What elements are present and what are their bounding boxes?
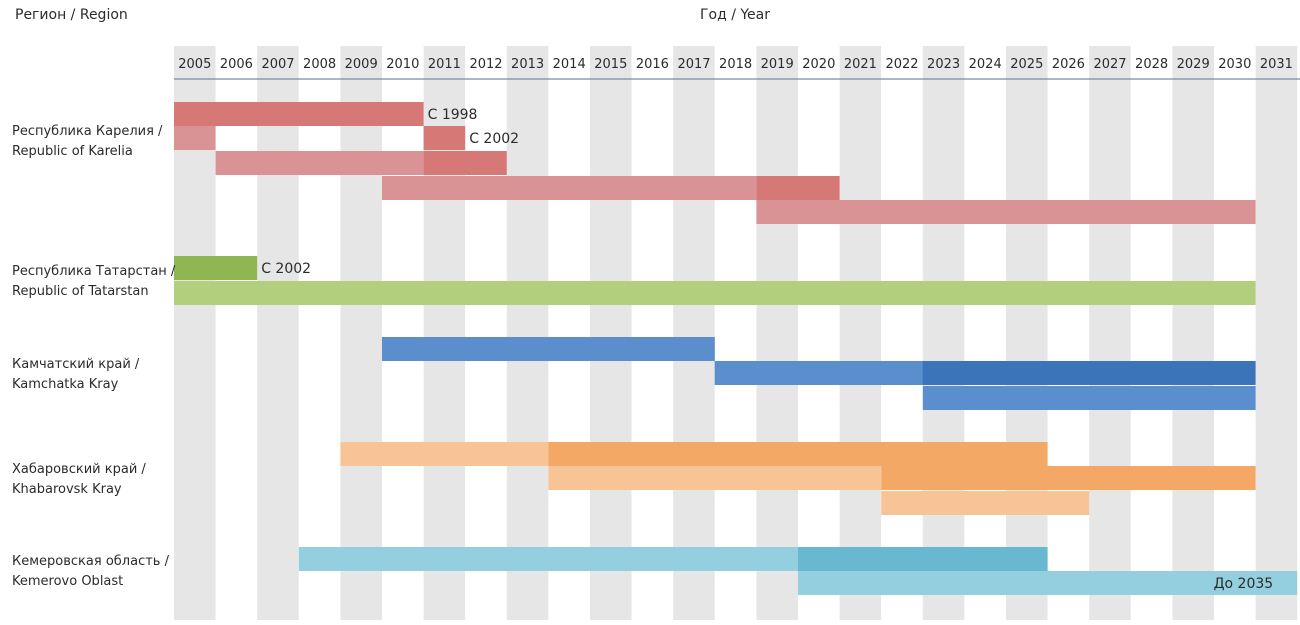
timeline-bar [174,102,424,126]
year-column-band [548,46,590,620]
year-tick-label: 2006 [220,57,253,72]
region-label-ru: Камчатский край / [12,357,140,372]
timeline-bar [881,491,1090,515]
year-tick-label: 2019 [761,57,794,72]
year-column-band [1172,46,1214,620]
region-label-en: Khabarovsk Kray [12,482,122,497]
timeline-bar [174,126,216,150]
year-tick-label: 2007 [261,57,294,72]
year-column-header: Год / Year [699,7,771,23]
timeline-bar [548,442,1048,466]
region-label-en: Republic of Tatarstan [12,284,149,299]
region-label-en: Kamchatka Kray [12,377,119,392]
region-label-ru: Кемеровская область / [12,554,169,569]
year-column-band [673,46,715,620]
timeline-bar [174,256,258,280]
year-column-band [298,46,341,620]
year-tick-label: 2016 [636,57,669,72]
year-tick-label: 2031 [1260,57,1293,72]
year-tick-label: 2023 [927,57,960,72]
year-tick-label: 2030 [1218,57,1251,72]
year-tick-label: 2021 [844,57,877,72]
year-column-band [590,46,632,620]
year-tick-label: 2024 [969,57,1002,72]
year-column-band [798,46,840,620]
year-column-band [631,46,674,620]
region-label-tatarstan: Республика Татарстан / Republic of Tatar… [12,262,176,302]
year-column-band [964,46,1006,620]
timeline-bar [714,361,923,385]
year-tick-label: 2026 [1052,57,1085,72]
region-label-ru: Республика Татарстан / [12,264,176,279]
year-column-band [215,46,258,620]
year-tick-label: 2012 [469,57,502,72]
year-column-band [465,46,507,620]
timeline-bar [423,126,466,150]
year-tick-label: 2011 [428,57,461,72]
timeline-bar [922,361,1256,385]
timeline-bar [382,337,715,361]
year-tick-label: 2022 [885,57,918,72]
year-column-band [881,46,923,620]
year-tick-label: 2027 [1093,57,1126,72]
year-tick-label: 2005 [178,57,211,72]
year-tick-label: 2008 [303,57,336,72]
year-column-band [1089,46,1131,620]
region-label-ru: Хабаровский край / [12,462,146,477]
year-tick-label: 2014 [553,57,586,72]
year-column-band [1006,46,1048,620]
timeline-bar [215,151,424,175]
timeline-bar [922,386,1256,410]
timeline-bar [798,547,1048,571]
year-tick-label: 2025 [1010,57,1043,72]
region-label-kamchatka: Камчатский край / Kamchatka Kray [12,355,172,395]
year-column-band [714,46,757,620]
year-column-band [257,46,299,620]
region-label-en: Kemerovo Oblast [12,574,124,589]
year-column-band [1214,46,1256,620]
region-label-karelia: Республика Карелия / Republic of Karelia [12,122,172,162]
timeline-bar [340,442,549,466]
year-tick-label: 2029 [1177,57,1210,72]
year-column-band [382,46,424,620]
year-tick-label: 2009 [345,57,378,72]
bar-annotation-label: С 2002 [469,131,519,147]
timeline-bar [174,281,1256,305]
year-tick-label: 2013 [511,57,544,72]
bar-annotation-label: С 1998 [428,107,478,123]
timeline-bar [423,151,507,175]
year-tick-label: 2020 [802,57,835,72]
region-column-header: Регион / Region [15,7,128,23]
year-tick-label: 2017 [677,57,710,72]
timeline-bar [382,176,757,200]
year-column-band [839,46,882,620]
region-label-kemerovo: Кемеровская область / Kemerovo Oblast [12,552,172,592]
year-column-band [922,46,965,620]
bar-annotation-label: С 2002 [261,261,311,277]
timeline-bar [756,176,840,200]
year-column-band [1047,46,1090,620]
year-column-band [756,46,798,620]
year-column-band [506,46,549,620]
year-column-band [1130,46,1173,620]
year-tick-label: 2010 [386,57,419,72]
timeline-bar [881,466,1256,490]
timeline-bar [298,547,798,571]
year-column-band [340,46,382,620]
year-tick-label: 2028 [1135,57,1168,72]
bar-annotation-label: До 2035 [1214,576,1274,592]
region-label-en: Republic of Karelia [12,144,133,159]
year-column-band [1255,46,1298,620]
timeline-bar [756,200,1256,224]
region-label-ru: Республика Карелия / [12,124,163,139]
region-label-khabarovsk: Хабаровский край / Khabarovsk Kray [12,460,172,500]
timeline-bar [798,571,1298,595]
year-tick-label: 2018 [719,57,752,72]
year-tick-label: 2015 [594,57,627,72]
timeline-bar [548,466,882,490]
